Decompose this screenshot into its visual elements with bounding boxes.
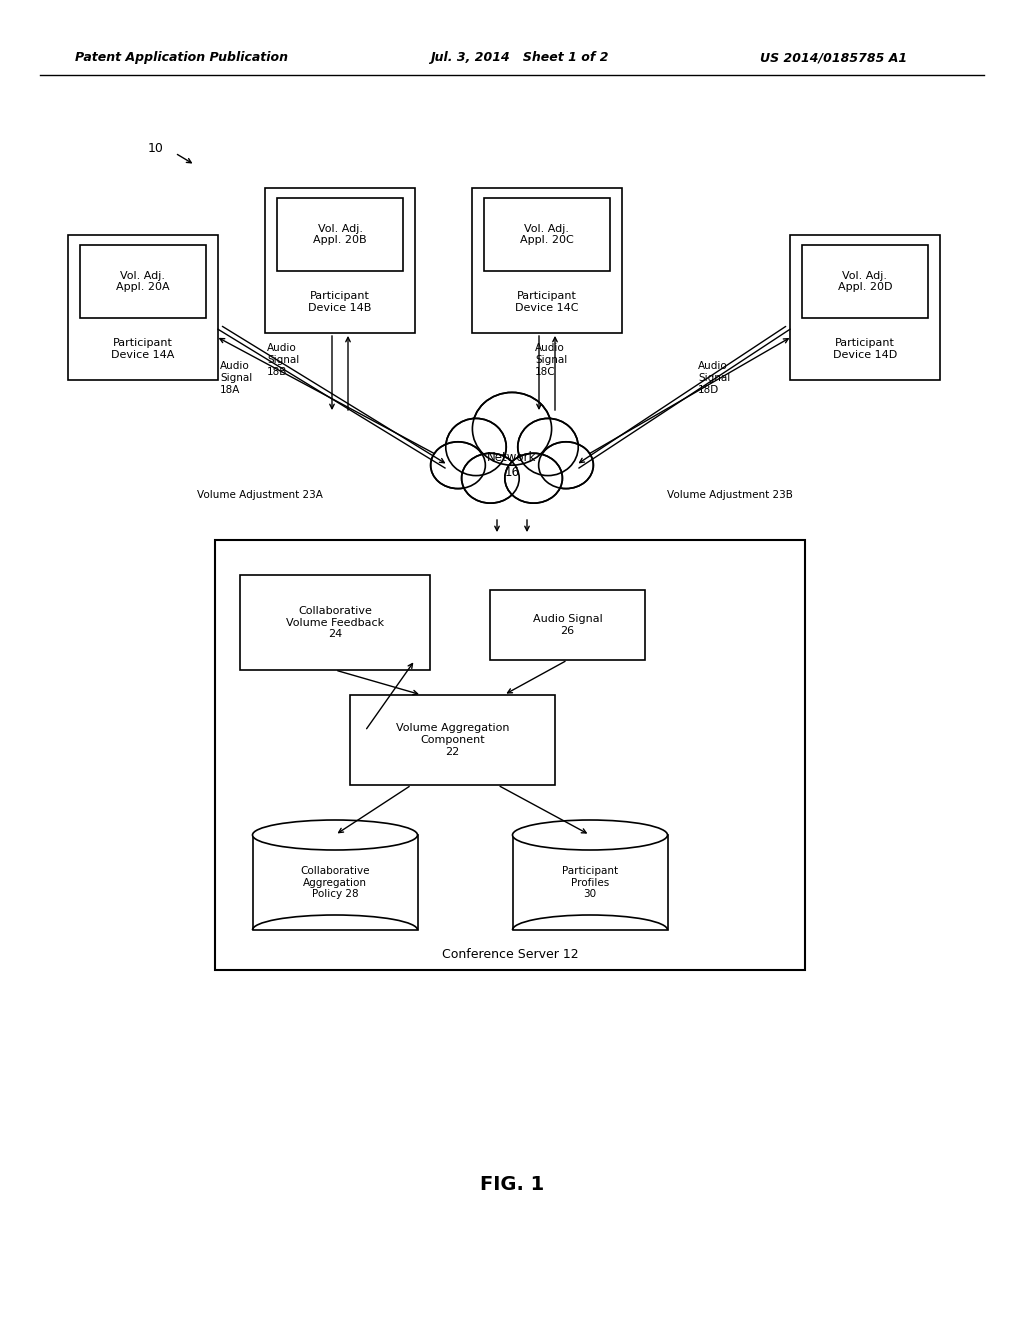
- Text: 10: 10: [148, 141, 164, 154]
- Text: Conference Server 12: Conference Server 12: [441, 949, 579, 961]
- Ellipse shape: [253, 820, 418, 850]
- Ellipse shape: [505, 453, 562, 503]
- Text: Volume Adjustment 23A: Volume Adjustment 23A: [197, 490, 323, 500]
- Text: Audio
Signal
18D: Audio Signal 18D: [698, 362, 730, 395]
- Text: Jul. 3, 2014   Sheet 1 of 2: Jul. 3, 2014 Sheet 1 of 2: [430, 51, 608, 65]
- Text: Vol. Adj.
Appl. 20B: Vol. Adj. Appl. 20B: [313, 223, 367, 246]
- Text: Volume Adjustment 23B: Volume Adjustment 23B: [667, 490, 793, 500]
- Ellipse shape: [462, 453, 519, 503]
- Bar: [68, 235, 218, 380]
- Text: Participant
Device 14C: Participant Device 14C: [515, 290, 579, 313]
- Bar: [240, 576, 430, 671]
- Text: US 2014/0185785 A1: US 2014/0185785 A1: [760, 51, 907, 65]
- Bar: [265, 187, 415, 333]
- Ellipse shape: [512, 820, 668, 850]
- Text: Collaborative
Volume Feedback
24: Collaborative Volume Feedback 24: [286, 606, 384, 639]
- Bar: [215, 540, 805, 970]
- Ellipse shape: [431, 442, 485, 488]
- Ellipse shape: [518, 418, 579, 475]
- Bar: [512, 836, 668, 931]
- Bar: [253, 836, 418, 931]
- Ellipse shape: [445, 418, 506, 475]
- Ellipse shape: [539, 442, 593, 488]
- Bar: [484, 198, 610, 271]
- Bar: [802, 246, 928, 318]
- Text: FIG. 1: FIG. 1: [480, 1176, 544, 1195]
- Text: Audio
Signal
18C: Audio Signal 18C: [535, 343, 567, 376]
- Text: Audio Signal
26: Audio Signal 26: [532, 614, 602, 636]
- Text: Participant
Profiles
30: Participant Profiles 30: [562, 866, 618, 899]
- Text: Vol. Adj.
Appl. 20A: Vol. Adj. Appl. 20A: [116, 271, 170, 292]
- Text: Patent Application Publication: Patent Application Publication: [75, 51, 288, 65]
- Text: Audio
Signal
18A: Audio Signal 18A: [220, 362, 252, 395]
- Text: Volume Aggregation
Component
22: Volume Aggregation Component 22: [395, 723, 509, 756]
- Bar: [790, 235, 940, 380]
- Text: Participant
Device 14A: Participant Device 14A: [112, 338, 175, 359]
- Bar: [472, 187, 622, 333]
- Text: Vol. Adj.
Appl. 20C: Vol. Adj. Appl. 20C: [520, 223, 573, 246]
- Text: Collaborative
Aggregation
Policy 28: Collaborative Aggregation Policy 28: [300, 866, 370, 899]
- Bar: [350, 696, 555, 785]
- Bar: [278, 198, 403, 271]
- Text: Audio
Signal
18B: Audio Signal 18B: [267, 343, 299, 376]
- Bar: [80, 246, 206, 318]
- Text: Network
16: Network 16: [487, 451, 537, 479]
- Ellipse shape: [472, 392, 552, 465]
- Text: Participant
Device 14D: Participant Device 14D: [833, 338, 897, 359]
- Bar: [490, 590, 645, 660]
- Text: Participant
Device 14B: Participant Device 14B: [308, 290, 372, 313]
- Text: Vol. Adj.
Appl. 20D: Vol. Adj. Appl. 20D: [838, 271, 892, 292]
